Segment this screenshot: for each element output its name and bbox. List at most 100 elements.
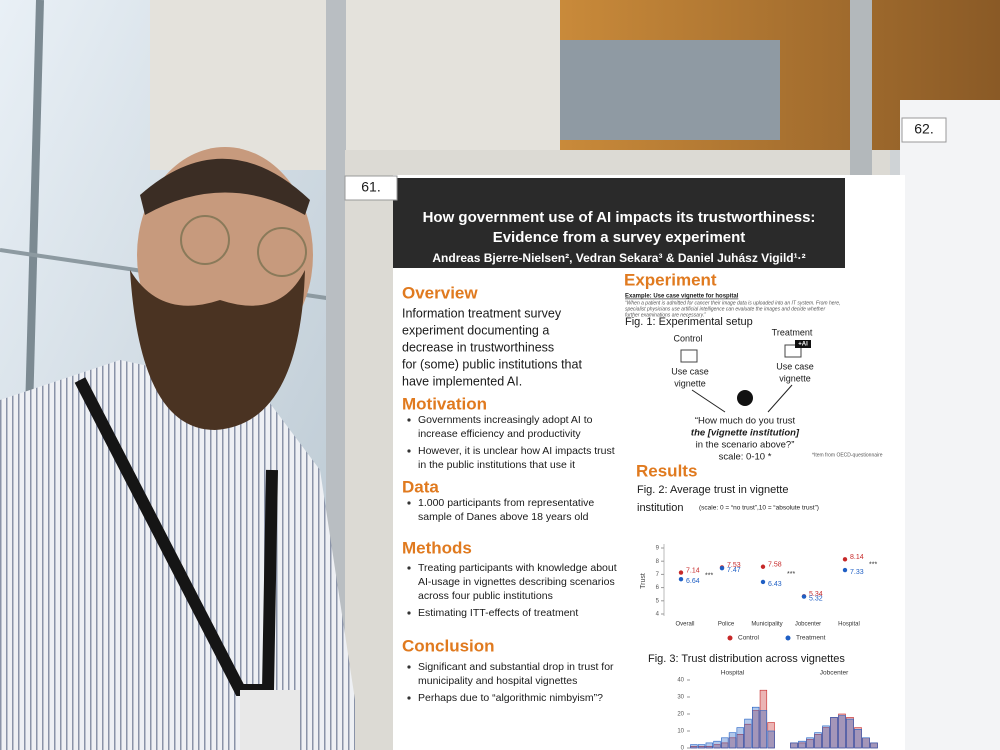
hist-bar: [721, 737, 729, 749]
y-tick-label: 6: [656, 585, 660, 591]
booth-tag: [901, 117, 947, 143]
x-tick-label: Overall: [675, 622, 694, 628]
bullet-text: Significant and substantial drop in trus…: [418, 661, 614, 673]
value-label: 7.58: [768, 562, 782, 569]
figure-caption: institution: [637, 502, 683, 514]
significance: ***: [705, 573, 713, 580]
value-label: 8.14: [850, 554, 864, 561]
hist-bar: [705, 742, 713, 749]
figure-caption: Fig. 2: Average trust in vignette: [637, 484, 788, 496]
bullet-dot: [407, 696, 411, 700]
poster-title: How government use of AI impacts its tru…: [423, 209, 816, 226]
y-tick-label: 30: [677, 695, 684, 701]
bullet-dot: [407, 611, 411, 615]
section-heading: Methods: [402, 538, 472, 557]
overview-text: for (some) public institutions that: [402, 357, 582, 371]
hist-bar: [713, 740, 721, 749]
x-tick-label: Police: [718, 622, 735, 628]
poster: [393, 175, 905, 750]
value-label: 6.64: [686, 578, 700, 585]
legend-label: Treatment: [796, 635, 826, 642]
hist-bar: [767, 730, 775, 749]
y-tick-label: 10: [677, 729, 684, 735]
y-tick-label: 40: [677, 678, 684, 684]
hist-bar: [690, 744, 698, 749]
hair: [140, 158, 310, 215]
y-tick-label: 9: [656, 546, 660, 552]
bullet-text: municipality and hospital vignettes: [418, 675, 577, 687]
value-label: 5.34: [809, 591, 823, 598]
hist-bar: [744, 718, 752, 749]
neighbor-poster: [900, 100, 1000, 750]
y-tick-label: 20: [677, 712, 684, 718]
group-label: Control: [673, 333, 702, 343]
hist-bar: [728, 732, 737, 749]
dot: [760, 564, 766, 569]
legend-dot: [785, 635, 791, 641]
footnote: *Item from OECD-questionnaire: [812, 452, 883, 458]
hist-bar: [862, 737, 870, 749]
question-text: scale: 0-10 *: [719, 452, 772, 463]
y-tick-label: 8: [656, 559, 660, 565]
y-tick-label: 5: [656, 598, 660, 604]
dot: [678, 576, 684, 582]
bullet-text: in the public institutions that use it: [418, 459, 575, 471]
example-text: further examinations are necessary.”: [625, 312, 706, 318]
hist-bar: [736, 727, 744, 749]
bullet-text: 1.000 participants from representative: [418, 497, 594, 509]
section-heading: Data: [402, 477, 439, 496]
y-tick-label: 7: [656, 572, 660, 578]
title-banner: [393, 178, 845, 268]
hist-bar: [697, 744, 706, 749]
use-case-label: Use case: [671, 366, 709, 376]
hist-bar: [814, 732, 822, 749]
dot: [760, 579, 766, 585]
bullet-text: sample of Danes above 18 years old: [418, 511, 589, 523]
example-text: specialist physicians use artificial int…: [625, 306, 825, 312]
bullet-text: AI-usage in vignettes describing scenari…: [418, 576, 615, 588]
value-label: 7.47: [727, 567, 741, 574]
value-label: 7.33: [850, 569, 864, 576]
authors: Andreas Bjerre-Nielsen², Vedran Sekara³ …: [432, 251, 805, 265]
arrow: [691, 389, 726, 413]
bullet-text: Estimating ITT-effects of treatment: [418, 607, 578, 619]
y-tick-label: 0: [681, 746, 685, 750]
group-label: Treatment: [772, 327, 813, 337]
x-tick-label: Municipality: [751, 622, 782, 628]
hist-bar: [822, 725, 830, 749]
bullet-dot: [407, 449, 411, 453]
x-tick-label: Hospital: [838, 622, 860, 628]
booth-label: 61.: [361, 179, 380, 195]
use-case-label: vignette: [779, 373, 811, 383]
section-heading: Experiment: [624, 270, 717, 289]
poster-title: Evidence from a survey experiment: [493, 229, 746, 246]
question-text: in the scenario above?”: [696, 440, 795, 451]
x-tick-label: Jobcenter: [795, 622, 821, 628]
panel-title: Jobcenter: [820, 670, 849, 677]
bullet-text: Perhaps due to “algorithmic nimbyism”?: [418, 692, 603, 704]
figure-scale: (scale: 0 = “no trust”,10 = “absolute tr…: [699, 505, 819, 512]
example-title: Example: Use case vignette for hospital: [625, 294, 739, 300]
figure-caption: Fig. 3: Trust distribution across vignet…: [648, 653, 845, 665]
dot: [842, 557, 848, 562]
hist-bar: [854, 728, 862, 749]
use-case-label: vignette: [674, 378, 706, 388]
value-label: 6.43: [768, 581, 782, 588]
overview-text: Information treatment survey: [402, 306, 562, 320]
legend-dot: [727, 635, 733, 641]
bullet-text: However, it is unclear how AI impacts tr…: [418, 445, 615, 457]
hist-bar: [846, 718, 854, 749]
vignette-icon: [680, 349, 698, 363]
use-case-label: Use case: [776, 361, 814, 371]
value-label: 7.53: [727, 562, 741, 569]
example-text: “When a patient is admitted for cancer t…: [625, 300, 840, 306]
bullet-dot: [407, 418, 411, 422]
dot: [719, 565, 725, 571]
hist-bar: [790, 742, 798, 749]
section-heading: Conclusion: [402, 636, 495, 655]
bullet-dot: [407, 566, 411, 570]
glasses: [180, 215, 230, 265]
bullet-dot: [407, 665, 411, 669]
bullet-text: increase efficiency and productivity: [418, 428, 581, 440]
